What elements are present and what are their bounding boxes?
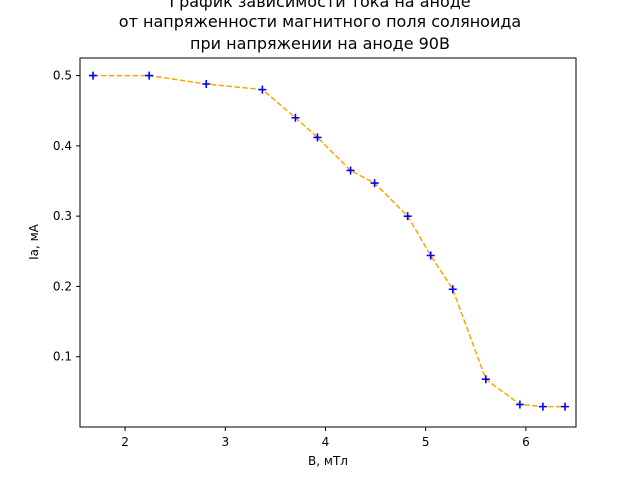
plot-area (79, 57, 577, 428)
x-axis-ticks: 2 3 4 5 6 (121, 427, 530, 449)
x-axis-label: B, мТл (308, 454, 348, 468)
x-tick-label: 4 (322, 435, 330, 449)
data-point (145, 71, 154, 80)
y-axis-label: Ia, мА (27, 224, 41, 260)
y-tick-label: 0.4 (53, 139, 72, 153)
data-point (403, 212, 412, 221)
data-point (448, 285, 457, 294)
series-layer (89, 71, 569, 411)
data-point (89, 71, 98, 80)
data-point (538, 402, 547, 411)
y-tick-label: 0.2 (53, 279, 72, 293)
chart-title-line-2: от напряженности магнитного поля солянои… (118, 12, 522, 31)
chart-title-line-1: График зависимости тока на аноде (169, 0, 471, 11)
x-tick-label: 3 (221, 435, 229, 449)
y-axis-ticks: 0.1 0.2 0.3 0.4 0.5 (53, 69, 80, 364)
x-tick-label: 5 (422, 435, 430, 449)
y-tick-label: 0.3 (53, 209, 72, 223)
data-point (481, 375, 490, 384)
data-point (313, 133, 322, 142)
data-point (515, 400, 524, 409)
y-tick-label: 0.1 (53, 350, 72, 364)
data-point (370, 179, 379, 188)
x-tick-label: 2 (121, 435, 129, 449)
x-tick-label: 6 (522, 435, 530, 449)
y-tick-label: 0.5 (53, 69, 72, 83)
data-point (202, 80, 211, 89)
data-point (426, 251, 435, 260)
data-point (291, 113, 300, 122)
data-point (560, 402, 569, 411)
chart-title-line-3: при напряжении на аноде 90В (190, 34, 450, 53)
data-point (258, 85, 267, 94)
data-point (346, 166, 355, 175)
